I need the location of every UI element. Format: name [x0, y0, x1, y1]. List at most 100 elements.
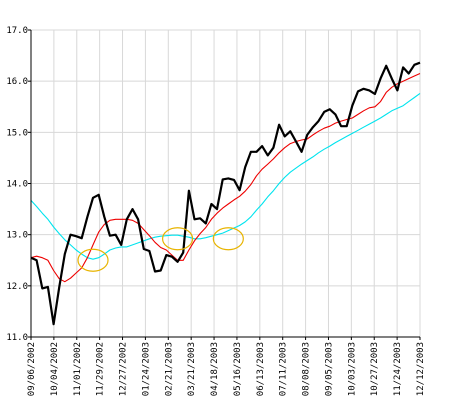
series-lines	[30, 61, 421, 326]
data-point	[414, 97, 415, 98]
data-point	[138, 242, 139, 243]
x-tick-label: 10/04/2002	[50, 342, 60, 396]
data-point	[301, 163, 302, 164]
y-tick-label: 14.0	[6, 180, 28, 190]
data-point	[171, 235, 172, 236]
data-point	[104, 216, 105, 217]
data-point	[419, 73, 420, 74]
data-point	[92, 197, 93, 198]
data-point	[149, 250, 150, 251]
data-point	[397, 83, 398, 84]
data-point	[329, 126, 330, 127]
data-point	[132, 244, 133, 245]
data-point	[295, 168, 296, 169]
data-point	[205, 227, 206, 228]
data-point	[171, 256, 172, 257]
data-point	[194, 219, 195, 220]
data-point	[278, 183, 279, 184]
data-point	[64, 254, 65, 255]
data-point	[42, 288, 43, 289]
data-point	[284, 136, 285, 137]
data-point	[352, 117, 353, 118]
data-point	[194, 238, 195, 239]
data-point	[154, 271, 155, 272]
data-point	[188, 249, 189, 250]
data-point	[53, 226, 54, 227]
x-tick-label: 12/27/2002	[119, 342, 129, 396]
data-point	[324, 111, 325, 112]
data-point	[352, 105, 353, 106]
data-point	[47, 286, 48, 287]
data-point	[160, 236, 161, 237]
data-point	[205, 223, 206, 224]
data-point	[262, 203, 263, 204]
data-point	[290, 131, 291, 132]
data-point	[402, 105, 403, 106]
data-point	[59, 233, 60, 234]
data-point	[386, 114, 387, 115]
data-point	[183, 252, 184, 253]
data-point	[335, 114, 336, 115]
x-tick-label: 05/16/2003	[233, 342, 243, 396]
data-point	[143, 229, 144, 230]
data-point	[200, 218, 201, 219]
data-point	[76, 249, 77, 250]
data-point	[386, 92, 387, 93]
data-point	[245, 191, 246, 192]
data-point	[307, 134, 308, 135]
highlight-ellipse	[77, 248, 109, 272]
data-point	[109, 220, 110, 221]
data-point	[374, 106, 375, 107]
data-point	[357, 91, 358, 92]
x-tick-label: 02/21/2003	[164, 342, 174, 396]
data-point	[290, 143, 291, 144]
data-point	[363, 88, 364, 89]
data-point	[250, 151, 251, 152]
data-point	[380, 117, 381, 118]
data-point	[171, 255, 172, 256]
x-tick-label: 04/18/2003	[210, 342, 220, 396]
data-point	[132, 208, 133, 209]
data-point	[70, 234, 71, 235]
data-point	[149, 235, 150, 236]
data-point	[92, 244, 93, 245]
data-point	[47, 219, 48, 220]
data-point	[273, 147, 274, 148]
data-point	[143, 248, 144, 249]
data-point	[284, 147, 285, 148]
data-point	[211, 236, 212, 237]
x-tick-label: 01/24/2003	[141, 342, 151, 396]
data-point	[352, 133, 353, 134]
data-point	[239, 196, 240, 197]
data-point	[216, 213, 217, 214]
data-point	[408, 78, 409, 79]
data-point	[76, 236, 77, 237]
data-point	[36, 206, 37, 207]
y-axis-ticks: 11.0 12.0 13.0 14.0 15.0 16.0 17.0	[6, 26, 31, 343]
data-point	[53, 324, 54, 325]
data-point	[284, 177, 285, 178]
y-tick-label: 15.0	[6, 128, 28, 138]
data-point	[335, 142, 336, 143]
data-point	[160, 247, 161, 248]
data-point	[312, 156, 313, 157]
data-point	[346, 126, 347, 127]
data-point	[222, 233, 223, 234]
data-point	[278, 152, 279, 153]
highlight-ellipse	[212, 227, 244, 251]
data-point	[380, 101, 381, 102]
x-tick-label: 12/12/2003	[416, 342, 426, 396]
series-line-1	[30, 72, 421, 283]
data-point	[391, 78, 392, 79]
data-point	[278, 124, 279, 125]
data-point	[64, 239, 65, 240]
data-point	[346, 136, 347, 137]
data-point	[216, 208, 217, 209]
data-point	[98, 194, 99, 195]
data-point	[340, 139, 341, 140]
data-point	[414, 75, 415, 76]
data-point	[363, 127, 364, 128]
data-point	[273, 158, 274, 159]
data-point	[312, 127, 313, 128]
